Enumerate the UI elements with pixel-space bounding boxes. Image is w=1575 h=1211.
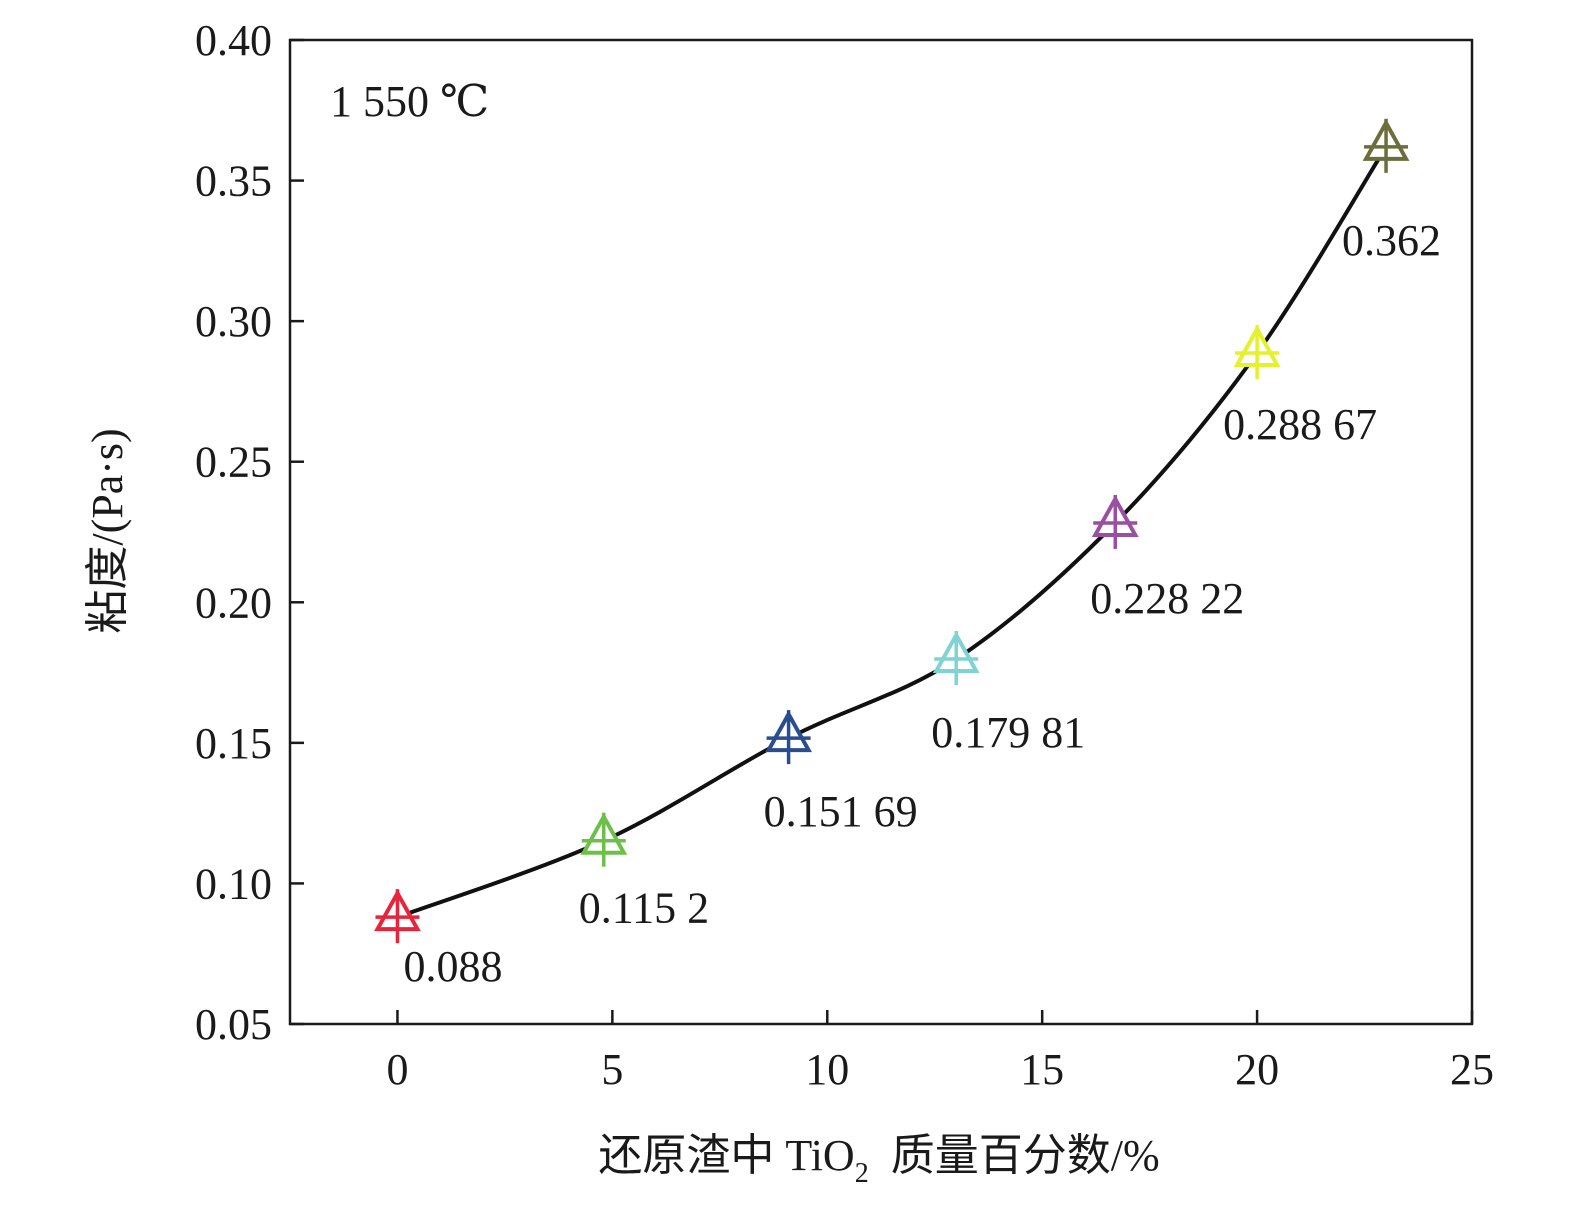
data-value-label: 0.115 2	[579, 884, 709, 933]
data-point-marker	[765, 709, 812, 765]
plot-frame	[288, 38, 1474, 1026]
y-tick-label: 0.20	[195, 578, 272, 627]
y-tick-label: 0.10	[195, 859, 272, 908]
x-tick-label: 20	[1235, 1045, 1279, 1094]
x-axis-title-subscript: 2	[855, 1158, 869, 1189]
data-value-label: 0.179 81	[931, 708, 1085, 757]
temperature-annotation: 1 550 ℃	[330, 77, 489, 126]
x-tick-label: 15	[1020, 1045, 1064, 1094]
x-axis-ticks: 0 5 10 15 20 25	[386, 1010, 1494, 1094]
data-point-marker	[1091, 494, 1139, 549]
y-tick-label: 0.35	[195, 157, 272, 206]
data-labels: 0.088 0.115 2 0.151 69 0.179 81 0.228 22 0.28…	[403, 216, 1441, 991]
data-point-marker	[932, 630, 980, 686]
data-value-label: 0.288 67	[1223, 400, 1377, 449]
y-tick-label: 0.15	[195, 719, 272, 768]
x-axis-title: 还原渣中 TiO2 质量百分数/%	[598, 1131, 1159, 1189]
x-tick-label: 0	[386, 1045, 408, 1094]
x-axis-title-main: 还原渣中 TiO	[598, 1131, 854, 1180]
data-value-label: 0.088	[403, 942, 502, 991]
x-axis-title-tail: 质量百分数/%	[891, 1131, 1160, 1180]
data-point-marker	[1362, 118, 1410, 173]
data-point-marker	[1233, 324, 1281, 379]
x-tick-label: 10	[805, 1045, 849, 1094]
y-tick-label: 0.25	[195, 438, 272, 487]
data-value-label: 0.362	[1342, 216, 1441, 265]
data-value-label: 0.151 69	[764, 787, 918, 836]
data-point-marker	[374, 889, 421, 944]
data-value-label: 0.228 22	[1090, 574, 1244, 623]
y-tick-label: 0.30	[195, 297, 272, 346]
data-point-marker	[580, 812, 628, 867]
x-tick-label: 25	[1450, 1045, 1494, 1094]
x-tick-label: 5	[601, 1045, 623, 1094]
markers	[374, 118, 1410, 944]
y-axis-ticks: 0.05 0.10 0.15 0.20 0.25 0.30 0.35 0.40	[195, 16, 304, 1049]
y-tick-label: 0.40	[195, 16, 272, 65]
y-axis-title: 粘度/(Pa·s)	[83, 428, 132, 633]
y-tick-label: 0.05	[195, 1000, 272, 1049]
